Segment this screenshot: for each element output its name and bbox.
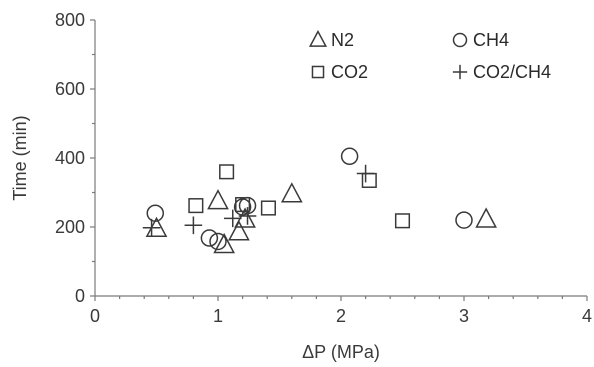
data-point-triangle — [475, 207, 497, 228]
y-tick-label: 600 — [55, 79, 85, 99]
x-axis-title: ΔP (MPa) — [302, 342, 380, 362]
x-tick-label: 3 — [459, 306, 469, 326]
data-point-triangle — [228, 220, 250, 241]
data-point-square — [394, 213, 411, 229]
data-point-circle — [146, 204, 165, 222]
series-n2 — [145, 182, 497, 254]
data-point-circle — [209, 232, 227, 251]
legend-label: CO2 — [331, 62, 368, 82]
data-point-circle — [455, 211, 473, 229]
legend-marker-square — [311, 65, 325, 79]
data-point-circle — [340, 147, 359, 166]
legend-item: CO2/CH4 — [452, 62, 551, 82]
x-ticks: 0 1 2 3 4 — [90, 296, 592, 326]
y-tick-label: 400 — [55, 148, 85, 168]
y-tick-label: 0 — [75, 286, 85, 306]
data-point-circle — [200, 229, 219, 247]
data-point-triangle — [280, 182, 303, 203]
data-point-plus — [238, 207, 257, 225]
data-point-triangle — [213, 232, 236, 254]
series-co2 — [188, 164, 411, 229]
legend-label: CO2/CH4 — [473, 62, 551, 82]
legend-marker-plus — [452, 64, 468, 80]
data-point-square — [219, 164, 235, 180]
legend: N2 CH4 CO2 CO2/CH4 — [308, 29, 551, 82]
data-point-square — [361, 172, 377, 188]
legend-marker-circle — [452, 32, 468, 48]
legend-label: N2 — [331, 30, 354, 50]
data-point-square — [188, 198, 204, 214]
data-point-plus — [223, 209, 242, 228]
series-co2-ch4 — [142, 164, 375, 237]
x-tick-label: 0 — [90, 306, 100, 326]
x-tick-label: 2 — [336, 306, 346, 326]
series-ch4 — [146, 147, 473, 251]
y-tick-label: 200 — [55, 217, 85, 237]
legend-item: N2 — [308, 29, 354, 50]
data-point-plus — [356, 164, 375, 183]
y-axis-title: Time (min) — [10, 115, 30, 200]
data-point-square — [260, 200, 276, 216]
y-ticks: 0 200 400 600 800 — [55, 10, 95, 306]
y-tick-label: 800 — [55, 10, 85, 30]
data-point-plus — [184, 216, 203, 235]
legend-label: CH4 — [473, 30, 509, 50]
x-tick-label: 4 — [582, 306, 592, 326]
legend-item: CO2 — [311, 62, 368, 82]
data-points — [142, 147, 497, 254]
data-point-triangle — [207, 189, 229, 210]
legend-item: CH4 — [452, 30, 509, 50]
data-point-plus — [142, 218, 161, 237]
data-point-square — [235, 197, 251, 213]
x-tick-label: 1 — [213, 306, 223, 326]
legend-marker-triangle — [308, 29, 328, 47]
